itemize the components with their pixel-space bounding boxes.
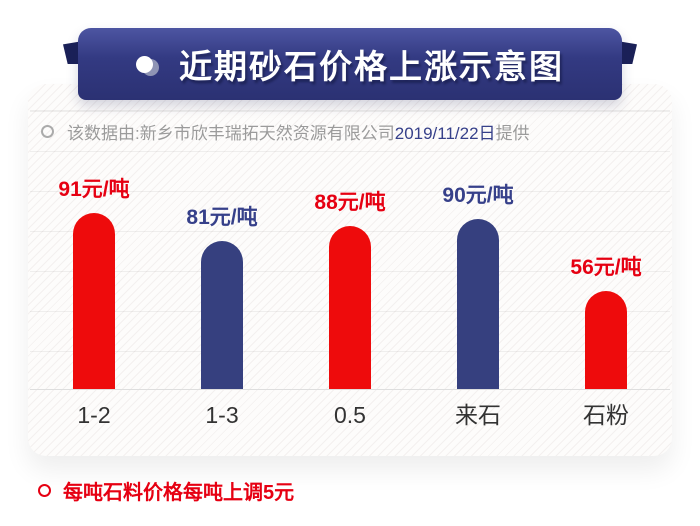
- footnote: 每吨石料价格每吨上调5元: [38, 477, 295, 504]
- circle-bullet-icon: [38, 483, 51, 497]
- bar-column: 91元/吨: [30, 110, 158, 389]
- bar-column: 81元/吨: [158, 110, 286, 389]
- bar: [73, 213, 115, 389]
- bar-value-label: 56元/吨: [570, 256, 642, 279]
- bar-column: 56元/吨: [542, 110, 670, 389]
- footnote-text: 每吨石料价格每吨上调5元: [63, 481, 295, 504]
- bar: [329, 226, 371, 389]
- bar: [585, 291, 627, 389]
- source-suffix: 提供: [496, 124, 530, 143]
- page-title: 近期砂石价格上涨示意图: [179, 48, 564, 85]
- source-date: 2019/11/22日: [395, 124, 496, 143]
- x-axis-label: 1-3: [205, 402, 239, 428]
- bar-column: 90元/吨: [414, 110, 542, 389]
- x-axis-label: 来石: [455, 402, 501, 428]
- bar-column: 88元/吨: [286, 110, 414, 389]
- bar-value-label: 88元/吨: [314, 191, 386, 214]
- x-axis-baseline: [30, 389, 670, 390]
- bar-value-label: 90元/吨: [442, 184, 514, 207]
- data-source-line: 该数据由:新乡市欣丰瑞拓天然资源有限公司2019/11/22日提供: [41, 119, 530, 143]
- x-axis-labels: 1-2 1-3 0.5 来石 石粉: [30, 399, 670, 431]
- bar: [201, 241, 243, 389]
- white-ball-bullet-icon: [136, 55, 153, 73]
- source-prefix: 该数据由:新乡市欣丰瑞拓天然资源有限公司: [67, 124, 395, 143]
- circle-bullet-icon: [41, 124, 54, 138]
- bar: [457, 219, 499, 389]
- bar-value-label: 91元/吨: [58, 178, 130, 201]
- bar-value-label: 81元/吨: [186, 206, 258, 229]
- x-axis-label: 0.5: [334, 402, 366, 428]
- title-banner: 近期砂石价格上涨示意图: [78, 28, 622, 100]
- bar-chart: 91元/吨 81元/吨 88元/吨 90元/吨 56元/吨: [30, 110, 670, 389]
- x-axis-label: 石粉: [583, 402, 629, 428]
- data-source-text: 该数据由:新乡市欣丰瑞拓天然资源有限公司2019/11/22日提供: [67, 119, 530, 144]
- x-axis-label: 1-2: [77, 402, 111, 428]
